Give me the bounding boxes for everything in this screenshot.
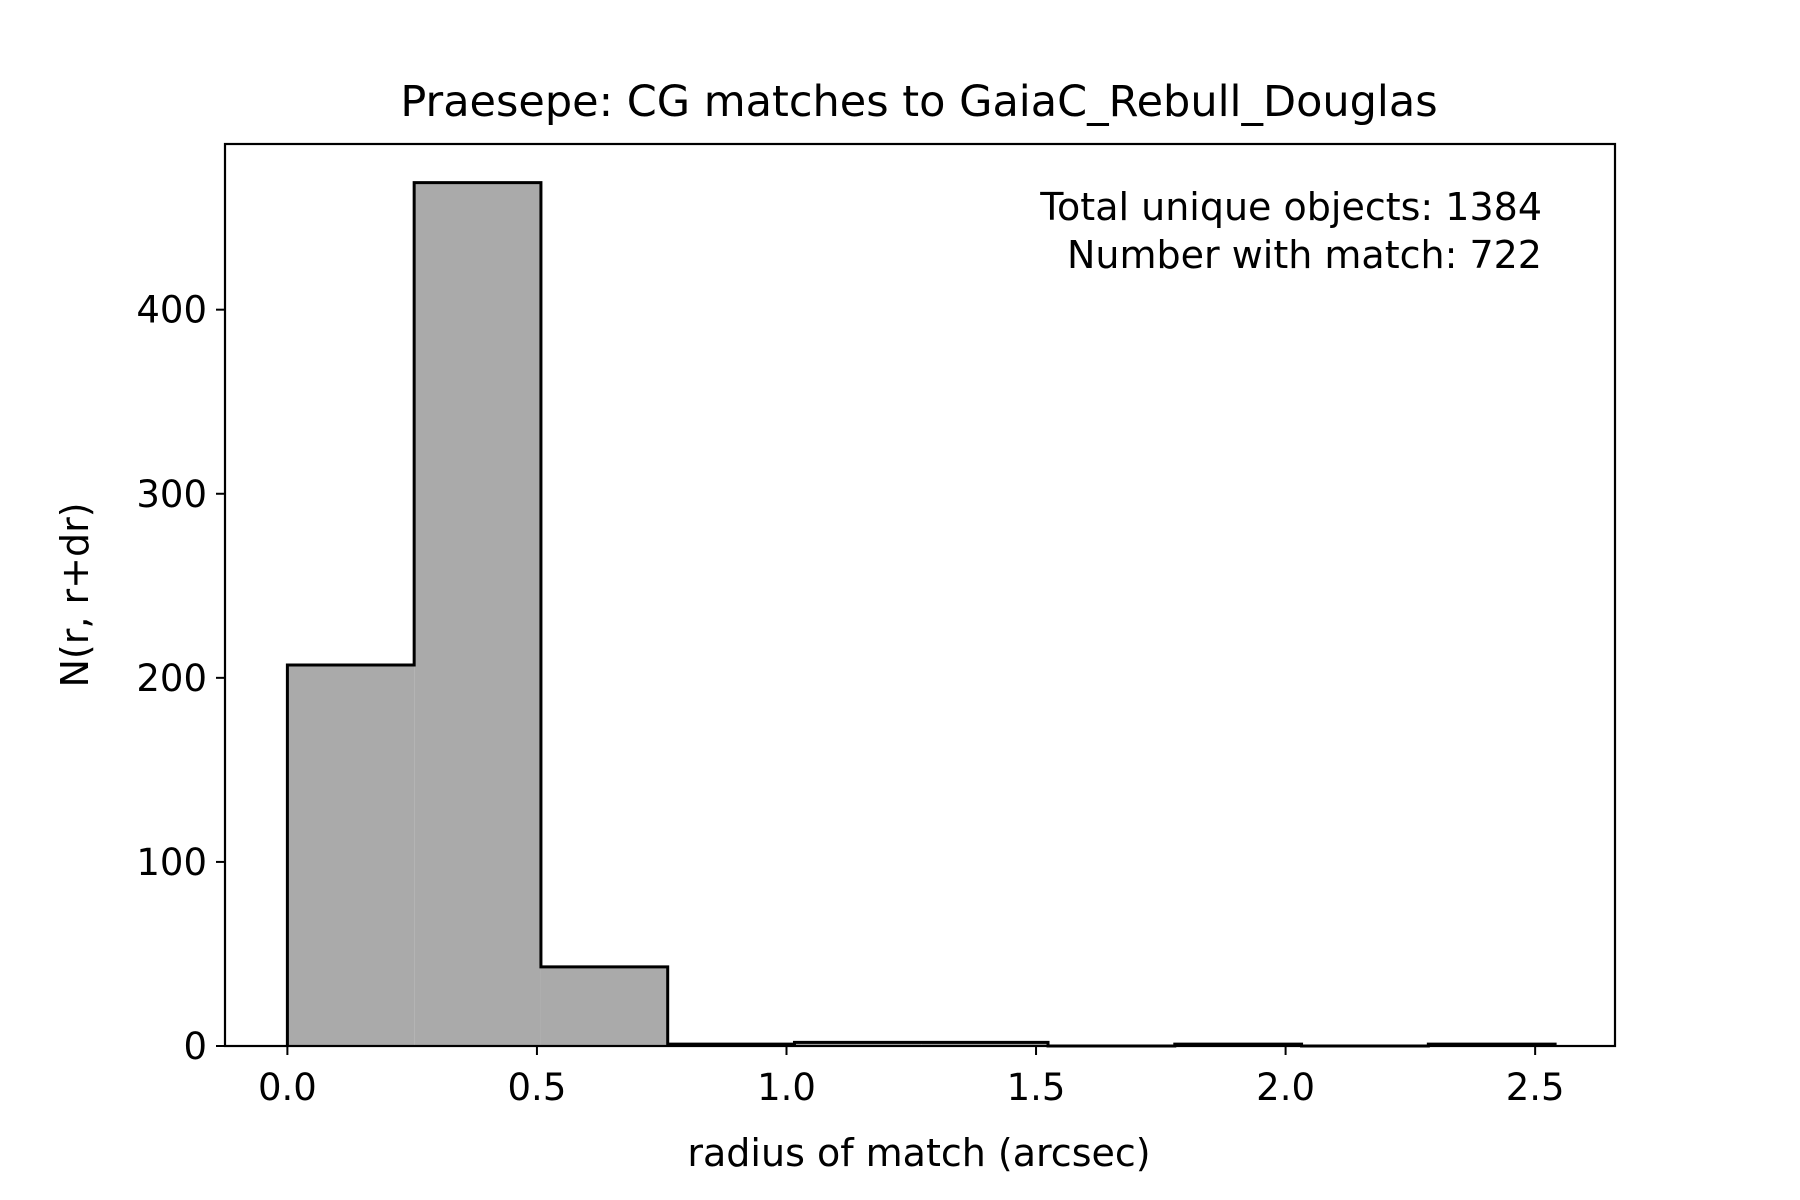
x-tick-label: 2.5 xyxy=(1506,1066,1565,1109)
y-axis-label: N(r, r+dr) xyxy=(53,502,97,687)
annotation-total-unique: Total unique objects: 1384 xyxy=(1039,185,1542,229)
x-tick-label: 0.5 xyxy=(508,1066,567,1109)
y-tick-label: 100 xyxy=(136,841,207,884)
y-tick-label: 200 xyxy=(136,657,207,700)
y-tick-label: 400 xyxy=(136,289,207,332)
x-axis-ticks: 0.0 0.5 1.0 1.5 2.0 2.5 xyxy=(258,1046,1565,1109)
y-tick-label: 300 xyxy=(136,473,207,516)
x-axis-label: radius of match (arcsec) xyxy=(687,1131,1150,1175)
histogram-bar xyxy=(287,664,415,1046)
y-axis-ticks: 0 100 200 300 400 xyxy=(136,289,225,1068)
x-tick-label: 0.0 xyxy=(258,1066,317,1109)
histogram-bars xyxy=(287,182,1556,1046)
histogram-bar xyxy=(921,1042,1049,1046)
x-tick-label: 1.0 xyxy=(757,1066,816,1109)
plot-frame xyxy=(223,142,1617,1048)
chart-title: Praesepe: CG matches to GaiaC_Rebull_Dou… xyxy=(400,77,1437,127)
x-tick-label: 1.5 xyxy=(1007,1066,1066,1109)
x-tick-label: 2.0 xyxy=(1256,1066,1315,1109)
histogram-bar xyxy=(540,966,668,1046)
y-tick-label: 0 xyxy=(183,1025,207,1068)
histogram-bar xyxy=(794,1042,922,1046)
histogram-bar xyxy=(414,182,541,1046)
annotation-number-with-match: Number with match: 722 xyxy=(1067,233,1542,277)
